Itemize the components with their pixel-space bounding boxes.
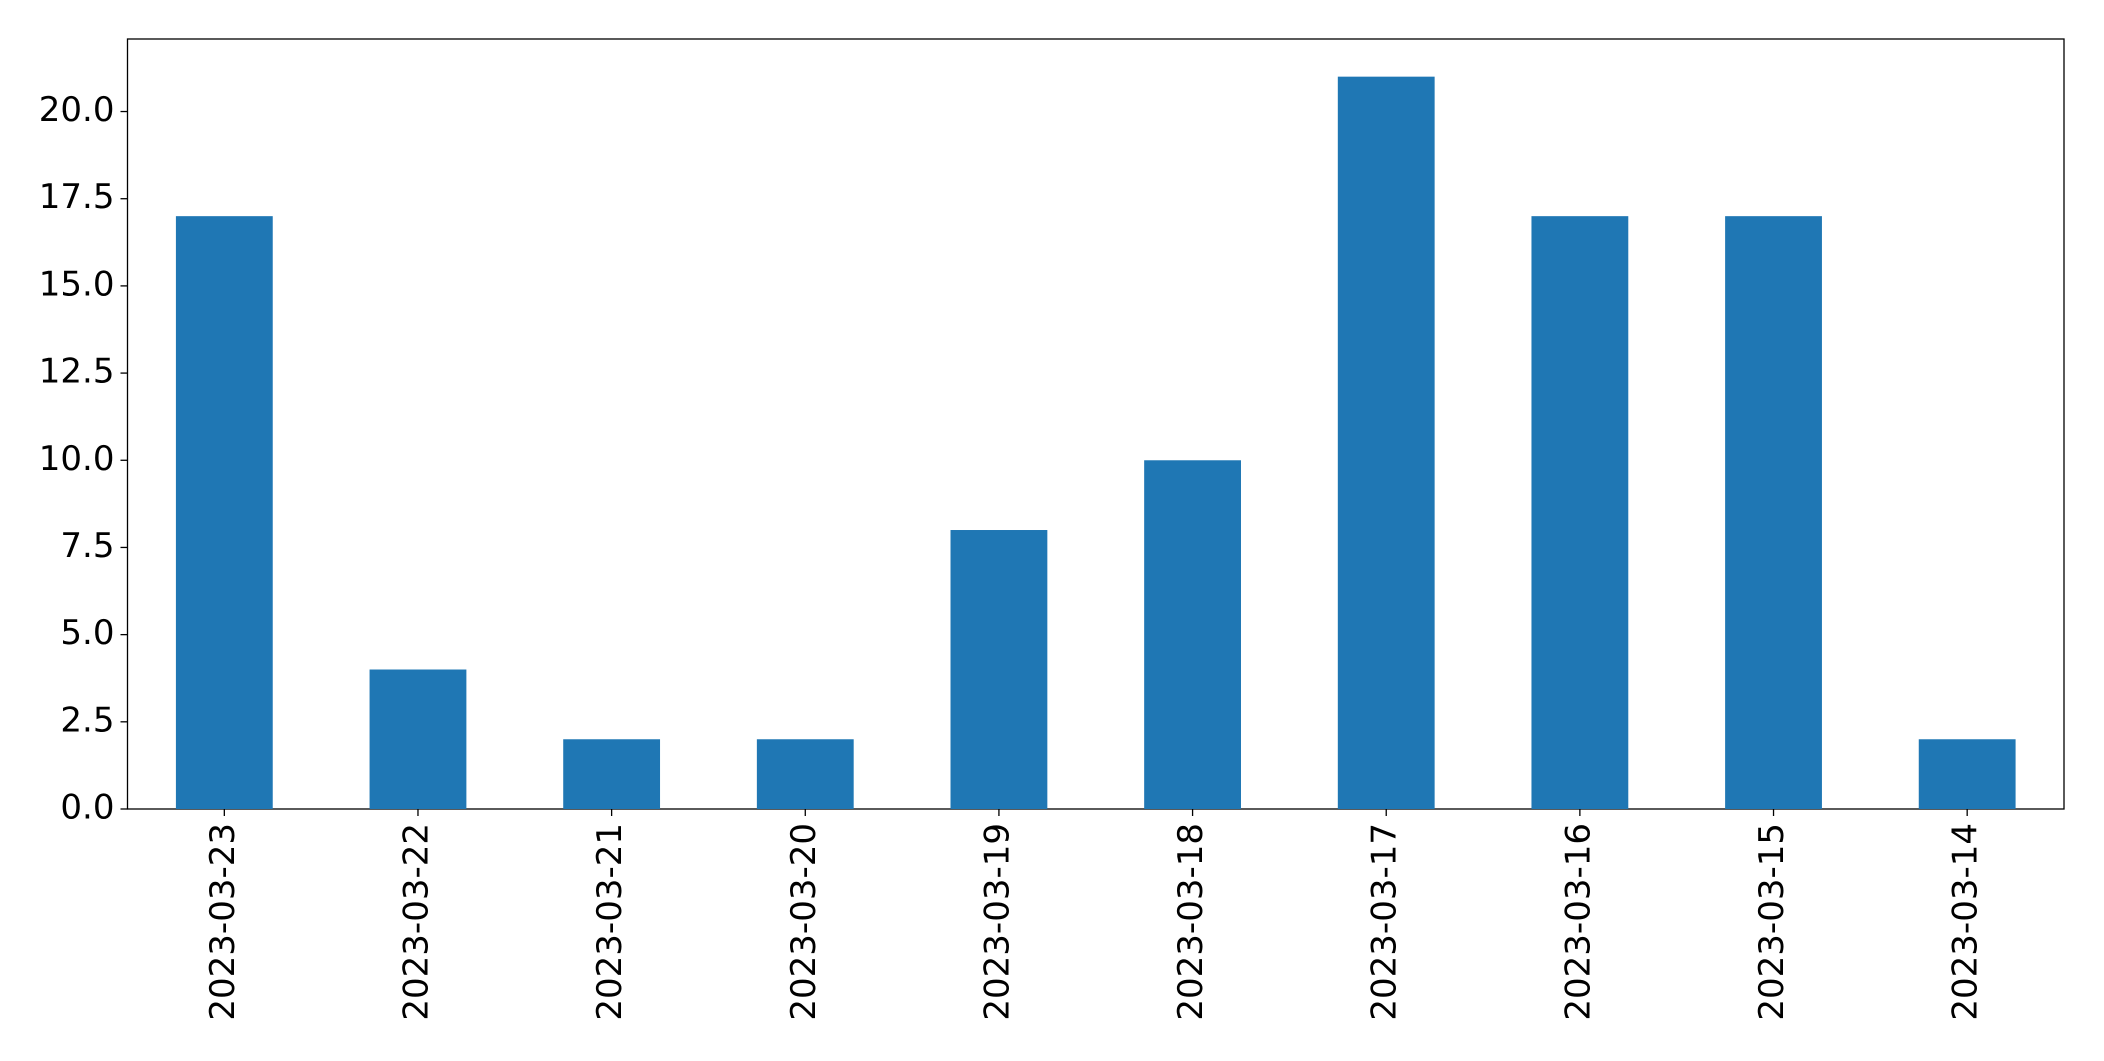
bar: [950, 530, 1048, 809]
y-tick-label: 12.5: [39, 352, 115, 392]
y-tick-label: 2.5: [60, 700, 114, 740]
x-tick-label: 2023-03-20: [784, 823, 824, 1021]
bar: [756, 739, 854, 809]
bar: [1725, 216, 1822, 810]
x-tick-label: 2023-03-18: [1171, 823, 1211, 1021]
y-tick-label: 20.0: [39, 90, 115, 130]
x-tick-label: 2023-03-14: [1946, 823, 1986, 1021]
bar: [369, 669, 467, 809]
bar: [175, 216, 273, 810]
bar: [1144, 460, 1241, 809]
y-tick-label: 10.0: [39, 439, 115, 479]
y-tick-label: 7.5: [60, 526, 114, 566]
y-tick-label: 5.0: [60, 613, 114, 653]
y-tick-label: 0.0: [60, 788, 114, 828]
x-tick-label: 2023-03-19: [977, 823, 1017, 1021]
bar: [1918, 739, 2016, 809]
x-tick-label: 2023-03-17: [1365, 823, 1405, 1021]
y-tick-label: 17.5: [39, 177, 115, 217]
bar: [563, 739, 661, 809]
y-tick-label: 15.0: [39, 264, 115, 304]
x-tick-label: 2023-03-15: [1752, 823, 1792, 1021]
bar: [1531, 216, 1629, 810]
x-tick-label: 2023-03-21: [590, 823, 630, 1021]
x-tick-label: 2023-03-23: [203, 823, 243, 1021]
x-tick-label: 2023-03-16: [1558, 823, 1598, 1021]
axes-frame: [126, 38, 2065, 810]
bar: [1337, 76, 1435, 810]
x-tick-label: 2023-03-22: [396, 823, 436, 1021]
